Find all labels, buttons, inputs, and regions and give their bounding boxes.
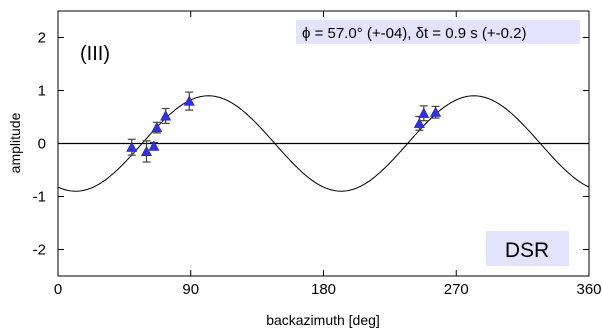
x-tick-label: 90 — [182, 281, 199, 298]
data-point-triangle — [430, 106, 442, 117]
data-point-triangle — [126, 141, 138, 152]
data-point-triangle — [148, 140, 160, 151]
y-tick-label: 1 — [38, 83, 46, 100]
x-tick-label: 0 — [54, 281, 62, 298]
x-tick-label: 270 — [444, 281, 469, 298]
y-tick-label: 2 — [38, 30, 46, 47]
fit-curve — [57, 95, 590, 192]
data-points — [126, 91, 442, 163]
data-point-triangle — [413, 117, 425, 128]
info-box-text: ϕ = 57.0° (+-04), δt = 0.9 s (+-0.2) — [302, 25, 527, 42]
x-ticks: 0 90 180 270 360 — [54, 11, 602, 298]
y-tick-label: 0 — [38, 136, 46, 153]
station-box — [486, 231, 569, 266]
x-tick-label: 360 — [576, 281, 601, 298]
y-axis-label: amplitude — [7, 112, 23, 173]
y-ticks: -2 -1 0 1 2 — [33, 30, 589, 259]
data-point-triangle — [183, 95, 195, 106]
data-point-triangle — [160, 110, 172, 121]
panel-label: (III) — [80, 43, 110, 65]
x-tick-label: 180 — [311, 281, 336, 298]
data-point-triangle — [418, 107, 430, 118]
y-tick-label: -1 — [33, 189, 46, 206]
x-axis-label: backazimuth [deg] — [266, 312, 380, 328]
info-box — [296, 20, 580, 44]
y-tick-label: -2 — [33, 242, 46, 259]
data-point-triangle — [140, 145, 153, 156]
data-point-triangle — [151, 121, 163, 133]
station-label: DSR — [505, 239, 549, 262]
